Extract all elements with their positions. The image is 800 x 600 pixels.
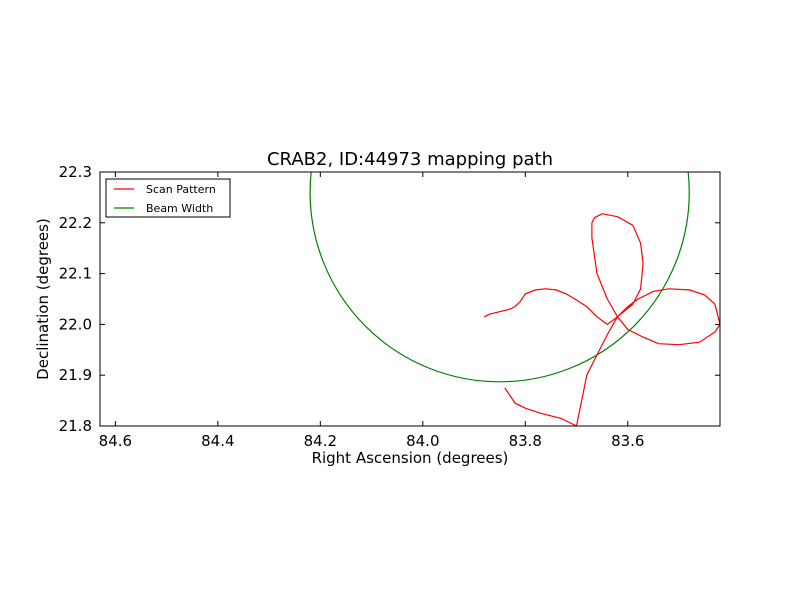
x-axis-ticks: 84.6 84.4 84.2 84.0 83.8 83.6 [99,172,644,450]
y-tick-label: 22.1 [59,265,92,283]
legend-scan-pattern-label: Scan Pattern [146,183,216,196]
legend-box [105,178,231,218]
chart-title: CRAB2, ID:44973 mapping path [267,149,553,170]
x-tick-label: 84.6 [99,432,132,450]
x-tick-label: 84.4 [201,432,234,450]
x-tick-label: 83.8 [509,432,542,450]
series-layer [309,172,720,426]
y-axis-ticks: 21.8 21.9 22.0 22.1 22.2 22.3 [59,163,720,435]
x-axis-label: Right Ascension (degrees) [312,449,509,467]
plot-area [99,171,721,427]
x-tick-label: 84.2 [304,432,337,450]
y-tick-label: 22.0 [59,315,92,333]
y-tick-label: 22.3 [59,163,92,181]
y-tick-label: 21.9 [59,366,92,384]
x-tick-label: 84.0 [406,432,439,450]
beam-width-circle [309,172,690,383]
x-tick-label: 83.6 [611,432,644,450]
plot-frame [99,171,721,427]
y-tick-label: 22.2 [59,214,92,232]
y-axis-label: Declination (degrees) [34,218,52,380]
legend: Scan Pattern Beam Width [105,178,231,218]
y-tick-label: 21.8 [59,417,92,435]
scan-pattern-line [484,213,720,426]
legend-beam-width-label: Beam Width [146,202,213,215]
